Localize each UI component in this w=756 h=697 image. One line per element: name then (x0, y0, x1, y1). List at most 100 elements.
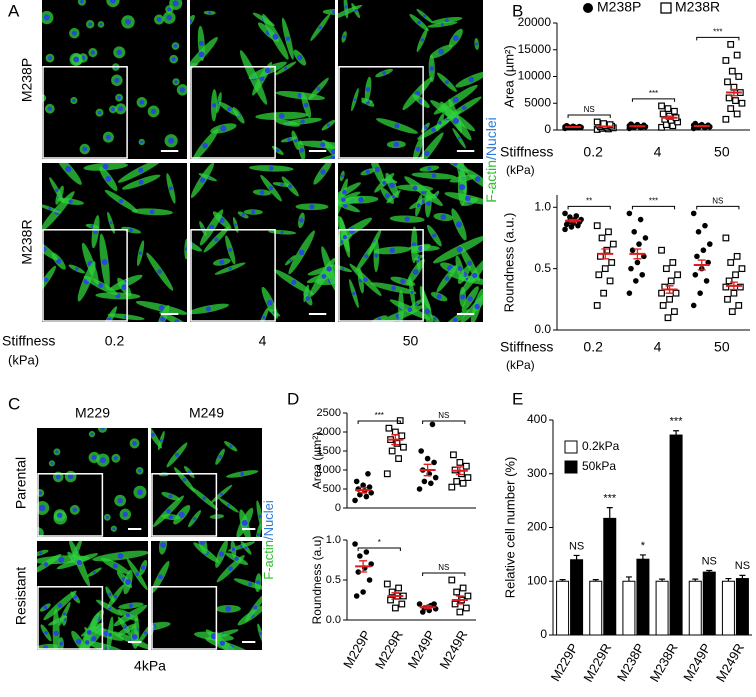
nucleus (100, 428, 105, 431)
nucleus (138, 167, 144, 173)
data-point (353, 478, 360, 485)
nucleus (461, 105, 467, 111)
nucleus (389, 247, 396, 254)
nucleus (58, 556, 65, 563)
data-point (705, 259, 711, 266)
micrograph (151, 428, 262, 537)
x-tick-label: M229R (580, 641, 614, 685)
data-point (416, 486, 423, 492)
error-bar (606, 507, 613, 519)
data-point (462, 462, 470, 470)
significance-label: NS (735, 560, 750, 572)
significance-label: NS (569, 540, 584, 552)
nucleus (382, 180, 387, 185)
y-axis-label: Roundness (a.u) (310, 536, 324, 625)
x-tick-label: 50 (714, 144, 730, 160)
nucleus (291, 279, 297, 285)
nucleus (234, 556, 239, 561)
data-point (728, 67, 736, 75)
y-axis-label: Area (µm²) (310, 432, 324, 490)
data-point (448, 483, 456, 491)
nucleus (251, 210, 256, 215)
bar (603, 517, 617, 636)
nucleus (43, 605, 48, 610)
data-point (664, 314, 672, 322)
nucleus (137, 489, 143, 496)
nucleus (465, 195, 471, 202)
micrograph (338, 163, 483, 322)
x-tick-label: M249R (713, 641, 747, 685)
nucleus (105, 515, 109, 519)
nucleus (138, 179, 144, 185)
bar (636, 558, 650, 636)
data-point (419, 609, 426, 615)
significance-label: *** (670, 416, 684, 428)
x-tick-label: 4 (654, 144, 662, 160)
bar (688, 580, 702, 636)
nucleus (393, 141, 400, 148)
data-point (659, 302, 667, 309)
error-bar (639, 554, 646, 560)
bar (622, 580, 636, 636)
panel-label: A (8, 1, 20, 20)
nucleus (86, 629, 92, 635)
inset-frame (42, 66, 128, 159)
data-point (563, 221, 570, 228)
data-point (387, 596, 394, 604)
data-point (605, 228, 612, 236)
column-label: 4 (259, 333, 267, 349)
nucleus (427, 166, 432, 171)
bar (570, 559, 584, 636)
nucleus (220, 125, 227, 132)
nucleus (404, 216, 410, 222)
micrograph (42, 163, 187, 322)
micrograph (190, 163, 335, 322)
data-point (639, 271, 646, 278)
data-point (391, 428, 399, 436)
micrograph (190, 0, 335, 159)
data-point (722, 115, 730, 123)
nucleus (97, 110, 102, 115)
data-point (388, 588, 396, 596)
data-point (690, 210, 697, 217)
nucleus (444, 80, 449, 85)
cells (190, 163, 335, 322)
data-point (658, 289, 665, 297)
data-point (360, 482, 366, 489)
x-tick-label: 50 (714, 339, 730, 355)
nucleus (178, 511, 185, 518)
error-bar (601, 125, 610, 128)
y-tick-label: 0 (544, 122, 551, 136)
data-point (352, 497, 358, 504)
nucleus (458, 184, 466, 191)
data-point (593, 222, 601, 230)
axis-label: Stiffness (2, 333, 55, 349)
data-point (722, 57, 730, 64)
data-point (383, 580, 391, 588)
y-tick-label: 20000 (518, 15, 552, 29)
cells (151, 541, 262, 650)
nucleus (374, 253, 379, 258)
nucleus (102, 163, 109, 170)
nucleus (299, 148, 305, 153)
data-point (733, 110, 741, 118)
data-point (456, 459, 464, 466)
x-tick-label: M249P (405, 628, 439, 671)
nucleus (182, 477, 187, 482)
nucleus (460, 294, 466, 300)
nucleus (316, 86, 321, 91)
nucleus (55, 188, 59, 192)
nucleus (199, 177, 206, 183)
significance-label: NS (438, 411, 449, 420)
nucleus (400, 278, 406, 284)
x-tick-label: M249R (436, 628, 470, 672)
cells (190, 9, 335, 159)
nucleus (455, 221, 462, 228)
error-bar (659, 578, 666, 582)
nucleus (82, 146, 88, 152)
nucleus (116, 49, 122, 56)
nucleus (288, 258, 292, 262)
axis-unit: (kPa) (506, 163, 535, 177)
data-point (694, 253, 700, 260)
nucleus (210, 633, 218, 640)
